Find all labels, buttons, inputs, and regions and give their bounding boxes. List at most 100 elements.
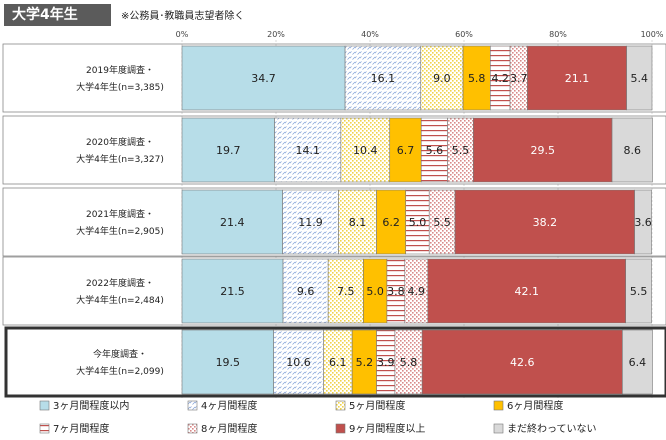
- x-tick-label: 20%: [267, 30, 285, 39]
- bar-segment: [454, 189, 635, 255]
- bar-segment: [273, 329, 324, 395]
- data-label: 21.5: [220, 285, 245, 298]
- data-label: 19.7: [216, 144, 241, 157]
- bar-segment: [282, 258, 329, 324]
- bar-segment: [634, 189, 652, 255]
- bar-segment: [420, 45, 464, 111]
- data-label: 8.6: [624, 144, 642, 157]
- data-label: 11.9: [298, 216, 323, 229]
- legend-swatch: [39, 400, 50, 411]
- row-frame: [2, 187, 666, 257]
- bar-segment: [282, 189, 339, 255]
- category-label: 2022年度調査・: [86, 277, 154, 289]
- bar-segment: [323, 329, 353, 395]
- bar-segment: [428, 189, 456, 255]
- data-label: 9.6: [297, 285, 315, 298]
- legend-label: 5ヶ月間程度: [349, 399, 405, 412]
- bar-segment: [181, 189, 283, 255]
- data-label: 6.2: [382, 216, 400, 229]
- category-label: 大学4年生(n=2,484): [76, 294, 164, 306]
- data-label: 16.1: [371, 72, 396, 85]
- bar-segment: [427, 258, 626, 324]
- bar-segment: [389, 117, 422, 183]
- legend-label: まだ終わっていない: [507, 422, 597, 435]
- row-frame: [2, 115, 666, 185]
- data-label: 7.5: [337, 285, 355, 298]
- legend-label: 9ヶ月間程度以上: [349, 422, 425, 435]
- bar-segment: [181, 258, 284, 324]
- bar-segment: [420, 117, 448, 183]
- data-label: 38.2: [533, 216, 558, 229]
- bar-segment: [181, 117, 275, 183]
- data-label: 21.1: [565, 72, 590, 85]
- legend-swatch: [493, 423, 504, 434]
- bar-segment: [447, 117, 474, 183]
- data-label: 10.6: [286, 356, 311, 369]
- data-label: 5.5: [452, 144, 470, 157]
- data-label: 3.6: [634, 216, 652, 229]
- category-label: 2021年度調査・: [86, 208, 154, 220]
- data-label: 5.2: [356, 356, 374, 369]
- bar-segment: [181, 45, 346, 111]
- category-label: 大学4年生(n=2,099): [76, 365, 164, 377]
- data-label: 34.7: [251, 72, 276, 85]
- bar-segment: [181, 329, 274, 395]
- legend-swatch: [335, 400, 346, 411]
- data-label: 5.5: [433, 216, 451, 229]
- legend-swatch: [187, 423, 198, 434]
- legend-swatch: [335, 423, 346, 434]
- highlight-row-frame: [4, 326, 666, 398]
- x-tick-label: 80%: [549, 30, 567, 39]
- data-label: 5.8: [468, 72, 486, 85]
- data-label: 3.9: [377, 356, 395, 369]
- bar-segment: [462, 45, 491, 111]
- legend-swatch: [493, 400, 504, 411]
- data-label: 5.0: [409, 216, 427, 229]
- data-label: 6.7: [397, 144, 415, 157]
- data-label: 5.4: [631, 72, 649, 85]
- legend-swatch: [39, 423, 50, 434]
- data-label: 9.0: [433, 72, 451, 85]
- legend-label: 6ヶ月間程度: [507, 399, 563, 412]
- category-label: 大学4年生(n=2,905): [76, 225, 164, 237]
- bar-segment: [622, 329, 653, 395]
- category-label: 今年度調査・: [93, 348, 147, 360]
- data-label: 4.2: [491, 72, 509, 85]
- bar-segment: [626, 45, 653, 111]
- data-label: 29.5: [530, 144, 555, 157]
- data-label: 19.5: [216, 356, 241, 369]
- x-tick-label: 0%: [176, 30, 189, 39]
- bar-segment: [274, 117, 342, 183]
- bar-segment: [421, 329, 623, 395]
- bar-segment: [394, 329, 423, 395]
- bar-segment: [611, 117, 653, 183]
- section-badge: 大学4年生: [4, 4, 111, 26]
- data-label: 21.4: [220, 216, 245, 229]
- x-tick-label: 100%: [641, 30, 664, 39]
- x-tick-label: 60%: [455, 30, 473, 39]
- legend-swatch: [187, 400, 198, 411]
- bar-segment: [340, 117, 391, 183]
- row-frame: [2, 256, 666, 326]
- data-label: 4.9: [408, 285, 426, 298]
- bar-segment: [344, 45, 422, 111]
- category-label: 大学4年生(n=3,327): [76, 153, 164, 165]
- data-label: 3.7: [510, 72, 528, 85]
- data-label: 6.1: [329, 356, 347, 369]
- data-label: 10.4: [353, 144, 378, 157]
- legend-label: 4ヶ月間程度: [201, 399, 257, 412]
- data-label: 14.1: [295, 144, 320, 157]
- x-tick-label: 40%: [361, 30, 379, 39]
- data-label: 5.6: [426, 144, 444, 157]
- bar-segment: [527, 45, 627, 111]
- data-label: 42.1: [514, 285, 539, 298]
- row-frame: [2, 43, 666, 113]
- data-label: 5.8: [400, 356, 418, 369]
- data-label: 5.5: [630, 285, 648, 298]
- bar-segment: [351, 329, 377, 395]
- category-label: 大学4年生(n=3,385): [76, 81, 164, 93]
- category-label: 2019年度調査・: [86, 64, 154, 76]
- category-label: 2020年度調査・: [86, 136, 154, 148]
- exclusion-note: ※公務員･教職員志望者除く: [121, 11, 245, 22]
